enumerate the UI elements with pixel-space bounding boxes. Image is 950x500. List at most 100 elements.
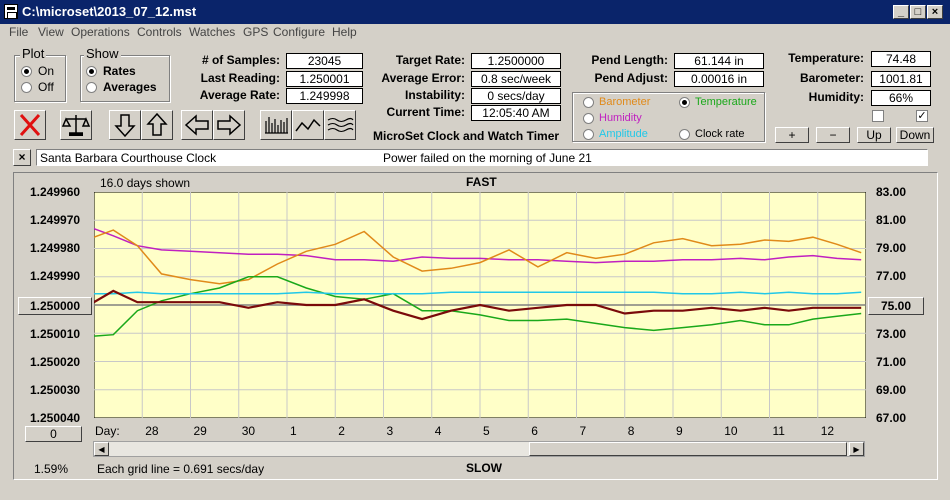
show-rates-radio[interactable]: [86, 66, 97, 77]
humidity-label: Humidity:: [808, 90, 864, 104]
aux-clock-rate-radio[interactable]: [679, 129, 690, 140]
day-tick-label: 2: [338, 424, 345, 438]
plot-on-radio[interactable]: [21, 66, 32, 77]
clear-button[interactable]: [14, 110, 46, 140]
show-group-title: Show: [84, 46, 121, 61]
menu-bar: File View Operations Controls Watches GP…: [0, 24, 950, 42]
description-field[interactable]: Santa Barbara Courthouse Clock Power fai…: [36, 149, 928, 166]
percent-label: 1.59%: [34, 462, 69, 476]
arrow-up-icon: [146, 112, 168, 136]
aux-temperature-label: Temperature: [695, 96, 757, 108]
right-axis-tick: 77.00: [876, 269, 907, 283]
series-clock-rate: [94, 289, 862, 321]
aux-humidity-radio[interactable]: [583, 113, 594, 124]
day-tick-label: 4: [434, 424, 442, 438]
arrow-right-icon: [217, 114, 242, 136]
pend-length-label: Pend Length:: [591, 53, 668, 67]
bar-graph-button[interactable]: [260, 110, 292, 140]
scroll-right-arrow-icon[interactable]: ▶: [849, 442, 864, 456]
show-rates-label: Rates: [103, 64, 136, 78]
temperature-value: 74.48: [871, 51, 931, 67]
menu-view[interactable]: View: [38, 25, 64, 39]
clear-description-button[interactable]: ×: [13, 149, 31, 166]
day-tick-label: 6: [531, 424, 538, 438]
scroll-up-button[interactable]: [141, 110, 173, 140]
samples-label: # of Samples:: [201, 53, 280, 67]
menu-configure[interactable]: Configure: [273, 25, 326, 39]
series-amplitude: [94, 291, 862, 295]
bars-icon: [265, 117, 288, 134]
aux-minus-button[interactable]: −: [816, 127, 850, 143]
minimize-button[interactable]: _: [893, 5, 909, 19]
show-humidity-checkbox[interactable]: ✓: [916, 110, 928, 122]
day-tick-label: 3: [386, 424, 394, 438]
aux-humidity-label: Humidity: [599, 112, 642, 124]
series-humidity: [94, 227, 862, 264]
right-axis-tick: 83.00: [876, 185, 907, 199]
day-tick-label: 7: [579, 424, 587, 438]
center-aux-button[interactable]: 75.00: [868, 297, 924, 315]
scroll-left-arrow-icon[interactable]: ◀: [94, 442, 109, 456]
current-time-label: Current Time:: [386, 105, 465, 119]
day-tick-label: 28: [145, 424, 159, 438]
line-graph-button[interactable]: [292, 110, 324, 140]
center-rate-button[interactable]: 1.250000: [18, 297, 92, 315]
humidity-value: 66%: [871, 90, 931, 106]
grid-note: Each grid line = 0.691 secs/day: [97, 462, 265, 476]
menu-controls[interactable]: Controls: [137, 25, 182, 39]
show-averages-radio[interactable]: [86, 82, 97, 93]
app-heading: MicroSet Clock and Watch Timer: [373, 129, 560, 143]
close-window-button[interactable]: ×: [927, 5, 943, 19]
menu-help[interactable]: Help: [332, 25, 357, 39]
aux-up-button[interactable]: Up: [857, 127, 891, 143]
aux-barometer-radio[interactable]: [583, 97, 594, 108]
aux-plot-group: [572, 92, 765, 142]
smooth-graph-button[interactable]: [324, 110, 356, 140]
last-reading-label: Last Reading:: [200, 71, 280, 85]
rate-chart[interactable]: [94, 192, 866, 418]
maximize-button[interactable]: □: [910, 5, 926, 19]
scroll-down-button[interactable]: [109, 110, 141, 140]
left-axis-tick: 1.249980: [30, 241, 81, 255]
arrow-left-icon: [184, 114, 209, 136]
day-tick-label: 29: [193, 424, 207, 438]
app-icon[interactable]: [4, 4, 18, 19]
right-axis-tick: 73.00: [876, 327, 907, 341]
balance-button[interactable]: [60, 110, 92, 140]
left-axis-tick: 1.250010: [30, 327, 81, 341]
clock-note: Power failed on the morning of June 21: [383, 151, 592, 165]
pend-length-value: 61.144 in: [674, 53, 764, 69]
menu-gps[interactable]: GPS: [243, 25, 269, 39]
scrollbar-thumb[interactable]: [529, 442, 847, 456]
zero-button[interactable]: 0: [25, 426, 82, 442]
aux-plus-button[interactable]: +: [775, 127, 809, 143]
graph-panel: [13, 172, 938, 480]
aux-amplitude-label: Amplitude: [599, 128, 648, 140]
horizontal-scrollbar[interactable]: ◀ ▶: [93, 441, 865, 457]
aux-amplitude-radio[interactable]: [583, 129, 594, 140]
scroll-right-button[interactable]: [213, 110, 245, 140]
series-barometer: [94, 229, 862, 285]
plot-group: [14, 55, 66, 102]
pend-adjust-label: Pend Adjust:: [594, 71, 668, 85]
average-error-label: Average Error:: [381, 71, 465, 85]
plot-off-radio[interactable]: [21, 82, 32, 93]
aux-down-button[interactable]: Down: [896, 127, 934, 143]
instability-value: 0 secs/day: [471, 88, 561, 104]
menu-operations[interactable]: Operations: [71, 25, 130, 39]
scroll-left-button[interactable]: [181, 110, 213, 140]
left-axis-tick: 1.250020: [30, 355, 81, 369]
fast-label: FAST: [466, 175, 497, 189]
right-axis-tick: 67.00: [876, 411, 907, 425]
barometer-label: Barometer:: [799, 71, 864, 85]
menu-watches[interactable]: Watches: [189, 25, 236, 39]
left-axis-tick: 1.249970: [30, 213, 81, 227]
day-tick-label: 8: [627, 424, 635, 438]
aux-temperature-radio[interactable]: [679, 97, 690, 108]
show-barometer-checkbox[interactable]: [872, 110, 884, 122]
x-icon: ×: [18, 150, 26, 164]
menu-file[interactable]: File: [9, 25, 29, 39]
instability-label: Instability:: [404, 88, 465, 102]
show-averages-label: Averages: [103, 80, 157, 94]
target-rate-value[interactable]: 1.2500000: [471, 53, 561, 69]
